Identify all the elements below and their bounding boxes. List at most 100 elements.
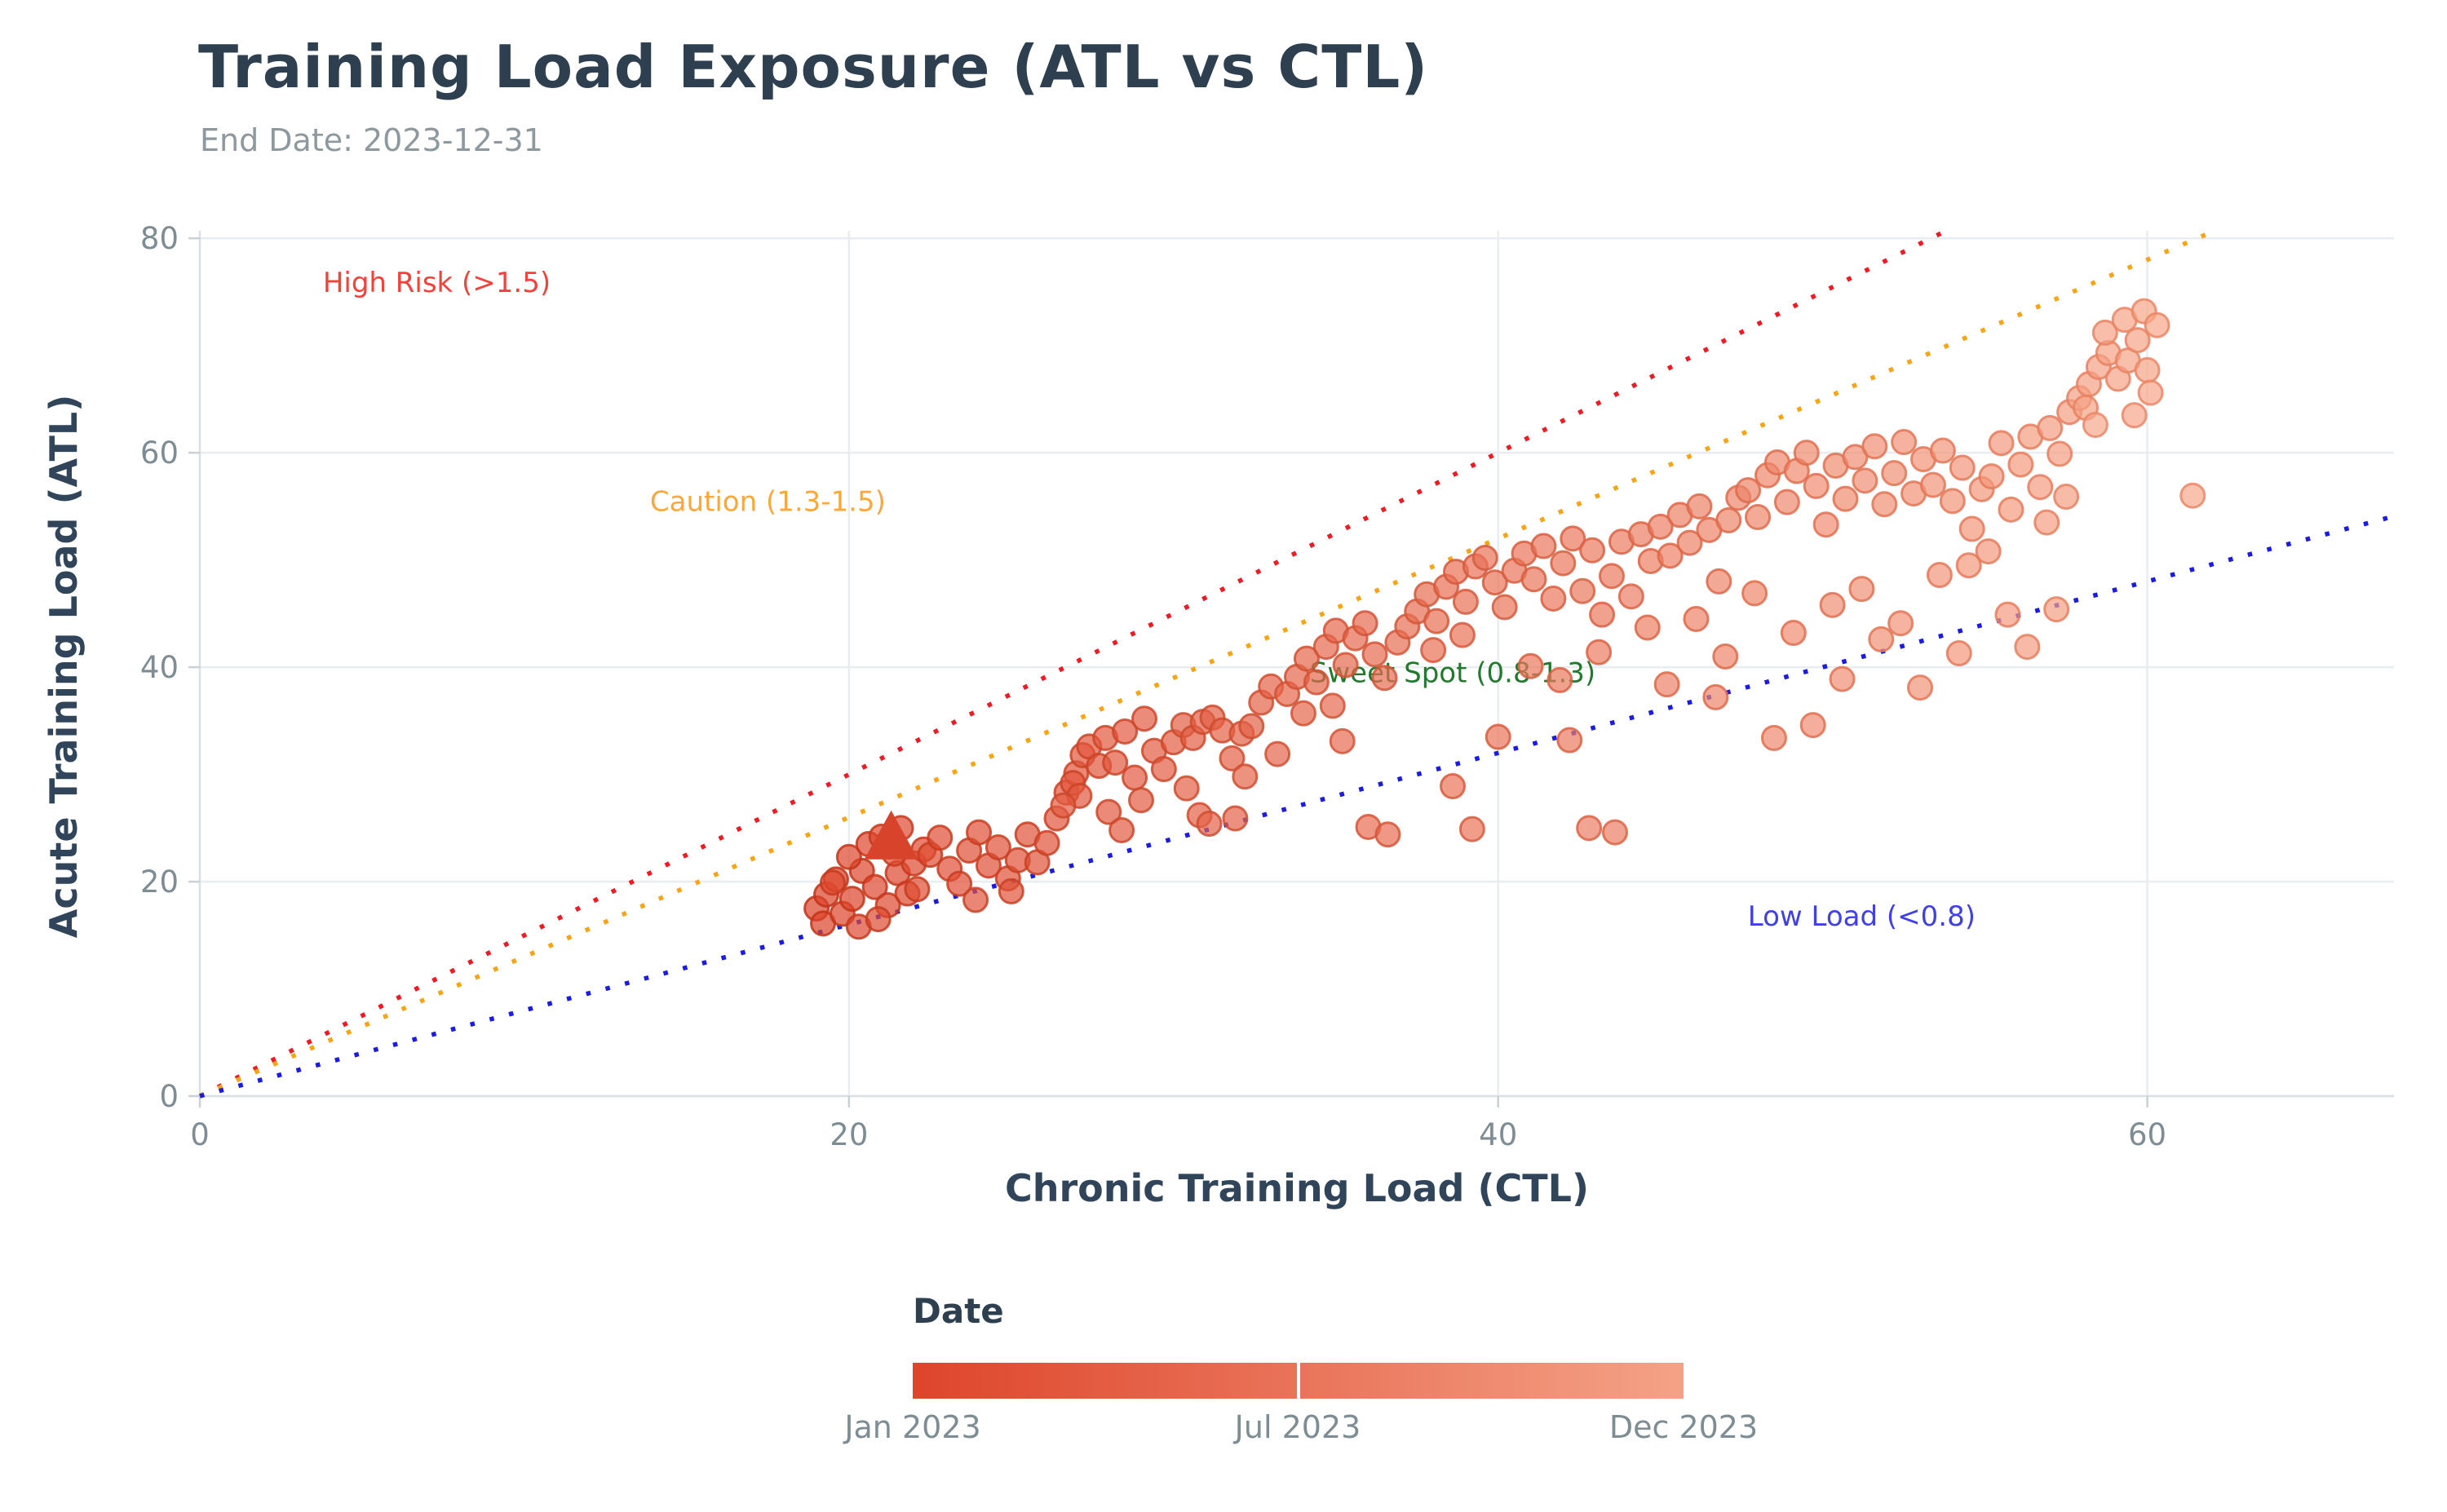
- scatter-point: [1579, 537, 1606, 564]
- scatter-point: [962, 886, 989, 913]
- y-tick-label: 20: [140, 864, 179, 900]
- high-risk-line: [198, 228, 1948, 1099]
- scatter-point: [1978, 463, 2005, 490]
- scatter-point: [1293, 645, 1320, 672]
- scatter-point: [1998, 496, 2024, 523]
- scatter-point: [2134, 356, 2161, 383]
- scatter-point: [1871, 491, 1898, 518]
- scatter-point: [1686, 493, 1713, 519]
- scatter-point: [2091, 319, 2118, 346]
- plot-area: 0 20 40 60 0 20 40 60 80 High Risk (>1.5) Caution …: [140, 221, 2395, 1152]
- scatter-point: [1576, 815, 1603, 842]
- scatter-point: [1702, 683, 1729, 710]
- scatter-point: [1264, 741, 1291, 767]
- legend-title: Date: [913, 1291, 1004, 1331]
- scatter-point: [1929, 437, 1956, 464]
- scatter-point: [1491, 594, 1518, 621]
- scatter-point: [1290, 700, 1316, 727]
- colorbar-mid-tick: [1296, 1363, 1300, 1399]
- scatter-point: [1374, 821, 1401, 848]
- scatter-point: [1598, 563, 1625, 590]
- scatter-point: [1449, 621, 1476, 648]
- scatter-point: [1773, 489, 1800, 515]
- scatter-point: [2124, 327, 2151, 354]
- scatter-point: [1589, 601, 1616, 628]
- scatter-point: [1196, 811, 1223, 838]
- x-tick-label: 20: [830, 1117, 868, 1152]
- scatter-point: [1122, 764, 1148, 791]
- scatter-point: [1715, 506, 1742, 533]
- scatter-point: [819, 869, 846, 896]
- scatter-point: [1891, 429, 1918, 456]
- scatter-point: [1617, 583, 1644, 610]
- scatter-point: [1173, 775, 1200, 802]
- scatter-point: [1547, 666, 1573, 693]
- scatter-point: [1033, 829, 1060, 856]
- scatter-point: [1520, 566, 1547, 593]
- scatter-point: [1238, 713, 1265, 740]
- scatter-point: [2053, 484, 2080, 511]
- scatter-point: [1530, 533, 1557, 559]
- y-tick-label: 80: [140, 221, 179, 256]
- x-tick-label: 0: [190, 1117, 210, 1152]
- scatter-point: [1471, 544, 1498, 571]
- scatter-point: [2037, 414, 2064, 441]
- y-tick-label: 0: [159, 1079, 179, 1114]
- scatter-point: [1112, 718, 1139, 745]
- scatter-point: [1485, 723, 1511, 750]
- scatter-point: [1352, 610, 1378, 637]
- y-axis-title: Acute Training Load (ATL): [42, 394, 86, 939]
- scatter-point: [1683, 605, 1710, 632]
- caution-line: [198, 228, 2216, 1099]
- scatter-point: [1926, 562, 1953, 589]
- scatter-point: [1303, 669, 1330, 696]
- scatter-point: [1881, 460, 1908, 487]
- scatter-point: [1440, 773, 1467, 800]
- scatter-point: [1517, 652, 1544, 679]
- scatter-point: [1634, 614, 1661, 641]
- scatter-point: [1919, 471, 1946, 498]
- scatter-point: [1819, 591, 1846, 618]
- chart-title: Training Load Exposure (ATL vs CTL): [198, 33, 1429, 101]
- scatter-point: [1868, 626, 1895, 652]
- scatter-point: [1949, 454, 1976, 481]
- legend-label-dec: Dec 2023: [1608, 1409, 1759, 1445]
- scatter-point: [1332, 652, 1359, 679]
- scatter-point: [1832, 485, 1859, 512]
- scatter-point: [2014, 634, 2041, 661]
- scatter-point: [1653, 671, 1680, 698]
- scatter-point: [2033, 509, 2060, 536]
- colorbar: [913, 1363, 1684, 1399]
- scatter-point: [1569, 577, 1596, 604]
- scatter-point: [1102, 749, 1129, 776]
- scatter-point: [2082, 411, 2108, 438]
- scatter-point: [2144, 312, 2170, 338]
- scatter-point: [1829, 665, 1856, 692]
- scatter-point: [1219, 745, 1246, 771]
- scatter-point: [1540, 585, 1567, 612]
- chart-subtitle: End Date: 2023-12-31: [200, 122, 543, 158]
- scatter-point: [1108, 816, 1135, 843]
- scatter-point: [839, 886, 865, 913]
- scatter-point: [1907, 674, 1934, 701]
- scatter-point: [1812, 511, 1839, 538]
- scatter-point: [1329, 727, 1356, 754]
- latest-point-marker: [864, 810, 918, 860]
- scatter-point: [927, 825, 954, 851]
- scatter-point: [865, 906, 892, 933]
- x-axis-title: Chronic Training Load (CTL): [1004, 1166, 1589, 1210]
- scatter-point: [1458, 816, 1485, 842]
- scatter-point: [1741, 580, 1768, 607]
- scatter-point: [998, 878, 1024, 904]
- scatter-point: [2047, 440, 2073, 467]
- scatter-point: [1939, 488, 1966, 515]
- scatter-point: [1127, 787, 1154, 814]
- scatter-point: [1222, 805, 1249, 832]
- scatter-point: [835, 843, 862, 870]
- scatter-point: [2179, 482, 2206, 509]
- scatter-point: [1560, 525, 1586, 552]
- scatter-point: [904, 876, 931, 903]
- scatter-point: [1452, 588, 1479, 615]
- scatter-point: [966, 819, 993, 846]
